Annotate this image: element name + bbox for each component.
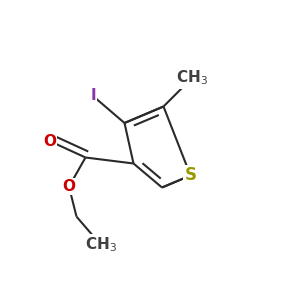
- Text: CH$_3$: CH$_3$: [85, 235, 116, 254]
- Text: CH$_3$: CH$_3$: [176, 69, 208, 87]
- Text: O: O: [62, 179, 76, 194]
- Text: I: I: [90, 88, 96, 104]
- Text: O: O: [43, 134, 56, 148]
- Text: S: S: [184, 167, 196, 184]
